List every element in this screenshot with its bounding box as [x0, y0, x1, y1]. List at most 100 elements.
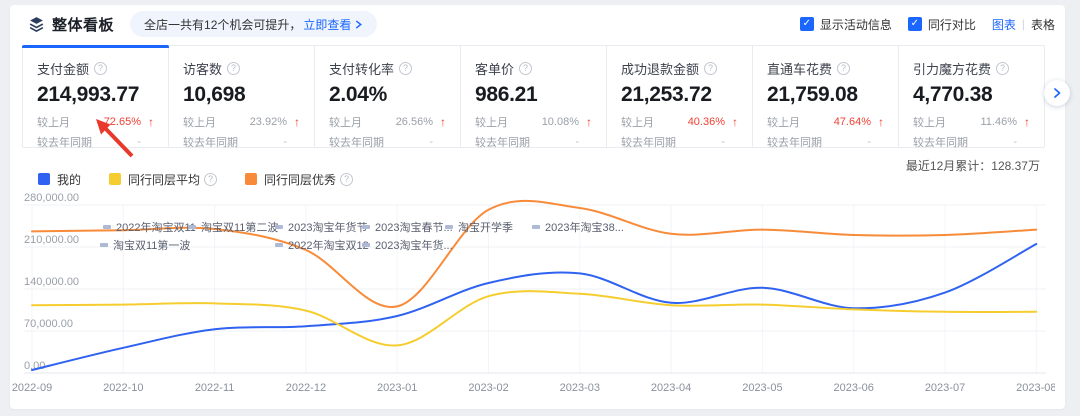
yoy-row: 较去年同期 -	[183, 134, 300, 150]
svg-text:2023-02: 2023-02	[468, 382, 508, 394]
metric-card-2[interactable]: 访客数? 10,698 较上月 23.92% ↑ 较去年同期 -	[169, 46, 315, 150]
chevron-right-icon	[1054, 88, 1061, 98]
header-controls: ✓ 显示活动信息 ✓ 同行对比 图表 | 表格	[799, 16, 1055, 33]
legend-item-2[interactable]: 同行同层平均?	[109, 171, 218, 188]
help-icon[interactable]: ?	[704, 62, 718, 75]
svg-text:2022-10: 2022-10	[103, 382, 143, 394]
cards-next-button[interactable]	[1044, 80, 1070, 106]
help-icon[interactable]: ?	[996, 62, 1010, 75]
up-arrow-icon: ↑	[294, 115, 300, 129]
metric-value: 10,698	[183, 83, 246, 106]
up-arrow-icon: ↑	[148, 115, 154, 129]
legend-item-3[interactable]: 同行同层优秀?	[245, 171, 354, 188]
legend-swatch	[245, 173, 258, 185]
show-activity-checkbox[interactable]: ✓	[799, 17, 814, 31]
help-icon[interactable]: ?	[204, 172, 218, 186]
mom-row: 较上月 23.92% ↑	[183, 114, 300, 130]
mom-label: 较上月	[621, 117, 654, 129]
metric-value: 21,253.72	[621, 83, 712, 106]
help-icon[interactable]: ?	[837, 62, 851, 75]
metric-label: 引力魔方花费	[913, 62, 992, 77]
campaign-label: 2022年淘宝双11	[116, 221, 196, 234]
chevron-right-icon	[356, 20, 363, 28]
show-activity-label[interactable]: 显示活动信息	[819, 17, 892, 32]
campaign-label: 2022年淘宝双12	[288, 239, 369, 252]
peer-compare-checkbox[interactable]: ✓	[907, 17, 922, 31]
mom-label: 较上月	[329, 117, 362, 129]
view-now-link[interactable]: 立即查看	[303, 17, 352, 32]
campaign-tag: 2023年淘宝38...	[532, 220, 624, 234]
opportunity-notice: 全店一共有12个机会可提升， 立即查看	[130, 11, 378, 37]
metric-card-5[interactable]: 成功退款金额? 21,253.72 较上月 40.36% ↑ 较去年同期 -	[607, 46, 753, 150]
metric-value: 4,770.38	[913, 83, 993, 106]
campaign-marker-icon	[275, 224, 283, 229]
legend-swatch	[38, 173, 50, 185]
series-line-同行同层平均	[31, 290, 1038, 347]
metric-card-4[interactable]: 客单价? 986.21 较上月 10.08% ↑ 较去年同期 -	[461, 46, 607, 149]
mom-label: 较上月	[37, 117, 70, 129]
yoy-row: 较去年同期 -	[37, 134, 154, 150]
metric-card-7[interactable]: 引力魔方花费? 4,770.38 较上月 11.46% ↑ 较去年同期 -	[899, 46, 1044, 150]
chart-legend: 我的 同行同层平均? 同行同层优秀?	[38, 171, 381, 187]
mom-label: 较上月	[767, 117, 800, 129]
help-icon[interactable]: ?	[340, 172, 354, 186]
mom-row: 较上月 11.46% ↑	[913, 114, 1030, 130]
svg-text:2022-12: 2022-12	[286, 382, 326, 394]
yoy-label: 较去年同期	[475, 137, 530, 149]
peer-compare-label[interactable]: 同行对比	[927, 17, 976, 32]
help-icon[interactable]: ?	[399, 62, 413, 75]
help-icon[interactable]: ?	[94, 62, 108, 75]
svg-text:2023-06: 2023-06	[834, 382, 874, 394]
cumulative-label: 最近12月累计：	[905, 159, 992, 173]
help-icon[interactable]: ?	[227, 62, 241, 75]
metric-card-6[interactable]: 直通车花费? 21,759.08 较上月 47.64% ↑ 较去年同期 -	[753, 46, 899, 150]
svg-text:140,000.00: 140,000.00	[24, 276, 79, 288]
yoy-row: 较去年同期 -	[621, 134, 738, 150]
metric-value: 986.21	[475, 83, 538, 106]
series-line-同行同层优秀	[31, 199, 1038, 308]
yoy-value: -	[283, 136, 287, 148]
campaign-tag: 2023淘宝年货...	[362, 238, 453, 252]
campaign-marker-icon	[188, 224, 196, 229]
campaign-marker-icon	[532, 224, 540, 229]
metric-card-3[interactable]: 支付转化率? 2.04% 较上月 26.56% ↑ 较去年同期 -	[315, 46, 461, 150]
panel-header: 整体看板 全店一共有12个机会可提升， 立即查看 ✓ 显示活动信息 ✓ 同行对比…	[10, 8, 1065, 40]
view-toggle-chart[interactable]: 图表	[991, 17, 1016, 32]
red-annotation-arrow-icon	[96, 119, 134, 158]
mom-row: 较上月 40.36% ↑	[621, 114, 738, 130]
mom-value: 23.92%	[249, 116, 287, 128]
up-arrow-icon: ↑	[586, 115, 592, 129]
campaign-tag: 2022年淘宝双12	[275, 238, 369, 252]
yoy-row: 较去年同期 -	[329, 134, 446, 150]
campaign-tag: 2023淘宝年货节	[275, 220, 367, 234]
campaign-tag: 淘宝开学季	[445, 220, 513, 234]
mom-row: 较上月 10.08% ↑	[475, 114, 592, 130]
legend-item-1[interactable]: 我的	[38, 171, 81, 188]
mom-value: 40.36%	[687, 116, 725, 128]
metric-label-row: 成功退款金额?	[621, 59, 738, 78]
view-toggle-table[interactable]: 表格	[1030, 17, 1055, 32]
metric-label-row: 访客数?	[183, 59, 300, 78]
yoy-row: 较去年同期 -	[913, 134, 1030, 150]
svg-text:2023-08: 2023-08	[1016, 382, 1055, 394]
mom-label: 较上月	[475, 117, 508, 129]
svg-text:2022-09: 2022-09	[12, 382, 52, 394]
yoy-value: -	[1013, 136, 1017, 148]
metric-label-row: 直通车花费?	[767, 59, 884, 78]
metric-label-row: 引力魔方花费?	[913, 59, 1030, 78]
yoy-label: 较去年同期	[621, 137, 676, 149]
metric-label: 直通车花费	[767, 62, 833, 77]
campaign-label: 2023年淘宝38...	[545, 221, 624, 234]
campaign-label: 淘宝双11第一波	[113, 239, 191, 252]
svg-text:2023-04: 2023-04	[651, 382, 691, 394]
svg-text:280,000.00: 280,000.00	[24, 192, 79, 204]
help-icon[interactable]: ?	[519, 62, 533, 75]
overview-panel: 整体看板 全店一共有12个机会可提升， 立即查看 ✓ 显示活动信息 ✓ 同行对比…	[10, 5, 1070, 409]
yoy-value: -	[867, 136, 871, 148]
yoy-value: -	[137, 136, 141, 148]
metric-card-1[interactable]: 支付金额? 214,993.77 较上月 72.65% ↑ 较去年同期 -	[22, 45, 169, 150]
mom-value: 26.56%	[395, 116, 433, 128]
yoy-row: 较去年同期 -	[767, 134, 884, 150]
metric-value: 21,759.08	[767, 83, 858, 106]
